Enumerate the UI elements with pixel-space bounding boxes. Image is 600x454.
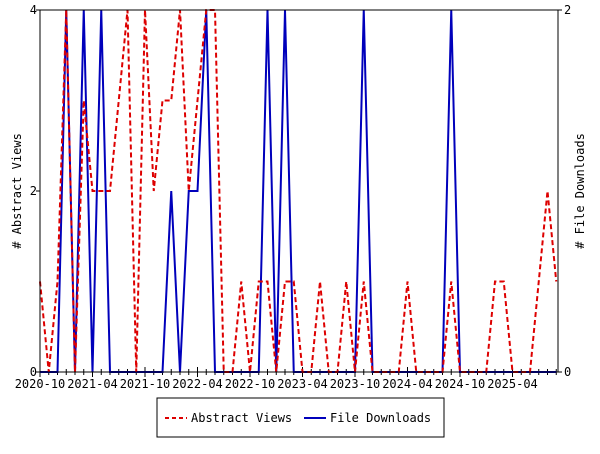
legend-box: [156, 397, 445, 438]
x-tick-label: 2022-10: [225, 377, 276, 391]
x-tick-label: 2025-04: [487, 377, 538, 391]
x-tick-label: 2023-04: [277, 377, 328, 391]
plot-frame: [39, 9, 559, 373]
legend-label-abstract-views: Abstract Views: [191, 411, 292, 425]
y2-tick-label: 0: [564, 365, 571, 379]
x-tick-label: 2022-04: [172, 377, 223, 391]
legend: Abstract Views File Downloads: [156, 397, 445, 438]
x-tick-label: 2023-10: [330, 377, 381, 391]
x-tick-label: 2020-10: [15, 377, 66, 391]
series-line-abstract-views: [39, 9, 558, 373]
y-tick-label: 0: [30, 365, 37, 379]
y2-axis-label: # File Downloads: [573, 133, 587, 249]
x-tick-label: 2021-10: [120, 377, 171, 391]
y-axis-label: # Abstract Views: [10, 133, 24, 249]
x-tick-label: 2021-04: [67, 377, 118, 391]
legend-label-file-downloads: File Downloads: [330, 411, 431, 425]
y2-tick-label: 2: [564, 3, 571, 17]
y-tick-label: 2: [30, 184, 37, 198]
x-tick-label: 2024-10: [435, 377, 486, 391]
y-tick-label: 4: [30, 3, 37, 17]
x-tick-label: 2024-04: [382, 377, 433, 391]
